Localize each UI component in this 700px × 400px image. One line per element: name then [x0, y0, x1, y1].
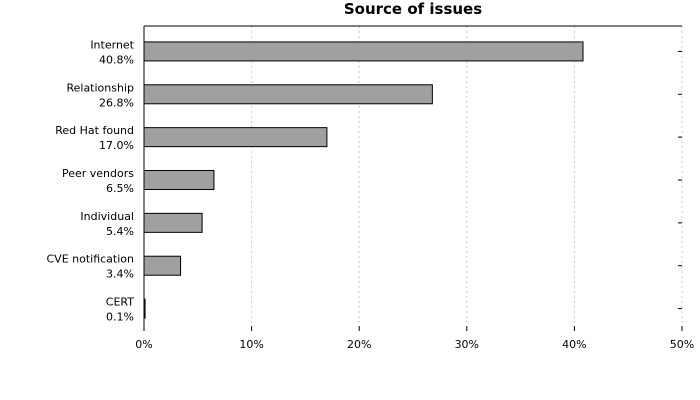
category-label: Red Hat found: [55, 124, 134, 137]
gridlines: [251, 26, 683, 326]
x-tick-label: 30%: [455, 338, 479, 351]
value-label: 40.8%: [99, 53, 134, 66]
bar: [143, 255, 182, 276]
value-label: 17.0%: [99, 139, 134, 152]
category-label: CERT: [106, 296, 134, 309]
value-label: 5.4%: [106, 225, 134, 238]
x-tick-labels: 0% 10% 20% 30% 40% 50%: [135, 338, 694, 351]
x-tick-label: 10%: [239, 338, 263, 351]
x-tick-label: 50%: [670, 338, 694, 351]
bar: [143, 170, 215, 190]
category-label: Internet: [90, 38, 134, 51]
bar: [143, 41, 584, 62]
bar: [143, 127, 328, 148]
bars: [143, 41, 584, 319]
axes: [143, 25, 683, 331]
category-label: Relationship: [66, 81, 134, 94]
value-label: 3.4%: [106, 268, 134, 281]
category-label: Peer vendors: [62, 167, 134, 180]
category-label: Individual: [80, 210, 134, 223]
value-label: 26.8%: [99, 96, 134, 109]
x-tick-label: 0%: [135, 338, 152, 351]
x-tick-label: 20%: [347, 338, 371, 351]
value-label: 6.5%: [106, 182, 134, 195]
category-labels: Internet 40.8% Relationship 26.8% Red Hat fo…: [46, 38, 134, 323]
bar: [143, 212, 203, 233]
chart-title: Source of issues: [344, 0, 482, 18]
bar: [143, 84, 433, 105]
value-label: 0.1%: [106, 311, 134, 324]
x-tick-label: 40%: [562, 338, 586, 351]
category-label: CVE notification: [46, 253, 134, 266]
